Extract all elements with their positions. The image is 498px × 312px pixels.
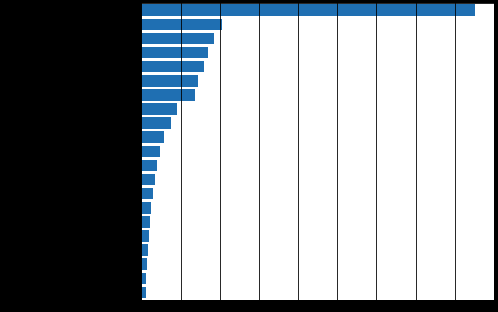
Bar — [141, 188, 153, 199]
Bar — [141, 244, 148, 256]
Bar — [141, 287, 146, 298]
Bar — [141, 202, 151, 213]
Bar — [141, 230, 149, 242]
Bar — [141, 174, 155, 185]
Bar — [141, 117, 171, 129]
Bar — [141, 145, 159, 157]
Bar — [141, 4, 475, 16]
Bar — [141, 216, 150, 228]
Bar — [141, 103, 177, 115]
Bar — [141, 61, 204, 72]
Bar — [141, 258, 147, 270]
Bar — [141, 47, 208, 58]
Bar — [141, 75, 198, 86]
Bar — [141, 131, 164, 143]
Bar — [141, 18, 223, 30]
Bar — [141, 160, 157, 171]
Bar — [141, 273, 146, 284]
Bar — [141, 33, 214, 44]
Bar — [141, 89, 195, 101]
